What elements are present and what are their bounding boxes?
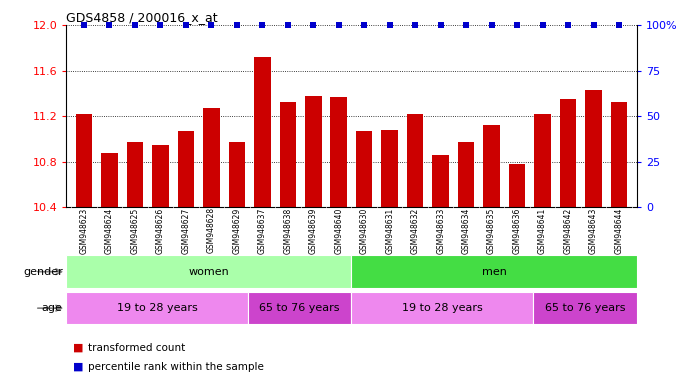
Bar xyxy=(66,255,351,288)
Bar xyxy=(203,108,220,207)
Bar xyxy=(407,114,423,207)
Point xyxy=(435,22,446,28)
Text: 19 to 28 years: 19 to 28 years xyxy=(402,303,482,313)
Text: GSM948626: GSM948626 xyxy=(156,207,165,253)
Bar xyxy=(585,90,602,207)
Text: GSM948644: GSM948644 xyxy=(615,207,624,253)
Text: age: age xyxy=(42,303,63,313)
Point xyxy=(562,22,574,28)
Point xyxy=(308,22,319,28)
Bar xyxy=(254,57,271,207)
Text: women: women xyxy=(189,266,229,277)
Bar xyxy=(127,142,143,207)
Bar xyxy=(177,131,194,207)
Text: GSM948639: GSM948639 xyxy=(309,207,318,253)
Text: GSM948642: GSM948642 xyxy=(564,207,573,253)
Text: GSM948638: GSM948638 xyxy=(283,207,292,253)
Text: GSM948624: GSM948624 xyxy=(105,207,114,253)
Point xyxy=(257,22,268,28)
Text: GSM948633: GSM948633 xyxy=(436,207,445,253)
Point xyxy=(486,22,497,28)
Text: GSM948643: GSM948643 xyxy=(589,207,598,253)
Point xyxy=(588,22,599,28)
Point xyxy=(155,22,166,28)
Point xyxy=(79,22,90,28)
Point xyxy=(358,22,370,28)
Text: men: men xyxy=(482,266,507,277)
Point xyxy=(537,22,548,28)
Bar xyxy=(432,155,449,207)
Text: GSM948634: GSM948634 xyxy=(461,207,470,253)
Bar xyxy=(610,103,627,207)
Bar xyxy=(248,292,351,324)
Bar xyxy=(305,96,322,207)
Text: GSM948641: GSM948641 xyxy=(538,207,547,253)
Bar xyxy=(228,142,245,207)
Point xyxy=(333,22,345,28)
Text: GSM948640: GSM948640 xyxy=(334,207,343,253)
Point xyxy=(282,22,293,28)
Text: transformed count: transformed count xyxy=(88,343,186,353)
Text: 65 to 76 years: 65 to 76 years xyxy=(260,303,340,313)
Point xyxy=(104,22,115,28)
Text: GDS4858 / 200016_x_at: GDS4858 / 200016_x_at xyxy=(66,11,218,24)
Text: ■: ■ xyxy=(73,362,84,372)
Text: GSM948627: GSM948627 xyxy=(182,207,191,253)
Text: GSM948630: GSM948630 xyxy=(360,207,369,253)
Bar xyxy=(331,97,347,207)
Text: ■: ■ xyxy=(73,343,84,353)
Bar xyxy=(560,99,576,207)
Bar xyxy=(76,114,93,207)
Bar xyxy=(152,145,168,207)
Bar xyxy=(351,292,533,324)
Point xyxy=(231,22,242,28)
Text: GSM948628: GSM948628 xyxy=(207,207,216,253)
Bar xyxy=(356,131,372,207)
Text: GSM948637: GSM948637 xyxy=(258,207,267,253)
Bar xyxy=(533,292,637,324)
Point xyxy=(206,22,217,28)
Bar xyxy=(483,125,500,207)
Bar xyxy=(381,130,398,207)
Text: GSM948635: GSM948635 xyxy=(487,207,496,253)
Bar xyxy=(66,292,248,324)
Text: GSM948625: GSM948625 xyxy=(130,207,139,253)
Bar xyxy=(535,114,551,207)
Text: 19 to 28 years: 19 to 28 years xyxy=(116,303,197,313)
Text: GSM948623: GSM948623 xyxy=(79,207,88,253)
Text: GSM948636: GSM948636 xyxy=(512,207,521,253)
Point xyxy=(613,22,624,28)
Bar xyxy=(101,152,118,207)
Point xyxy=(512,22,523,28)
Text: gender: gender xyxy=(23,266,63,277)
Bar xyxy=(458,142,475,207)
Bar xyxy=(509,164,525,207)
Point xyxy=(129,22,141,28)
Text: GSM948629: GSM948629 xyxy=(232,207,242,253)
Bar xyxy=(280,103,296,207)
Text: GSM948631: GSM948631 xyxy=(385,207,394,253)
Bar xyxy=(351,255,637,288)
Point xyxy=(410,22,421,28)
Text: percentile rank within the sample: percentile rank within the sample xyxy=(88,362,264,372)
Point xyxy=(180,22,191,28)
Point xyxy=(384,22,395,28)
Text: 65 to 76 years: 65 to 76 years xyxy=(545,303,625,313)
Point xyxy=(461,22,472,28)
Text: GSM948632: GSM948632 xyxy=(411,207,420,253)
